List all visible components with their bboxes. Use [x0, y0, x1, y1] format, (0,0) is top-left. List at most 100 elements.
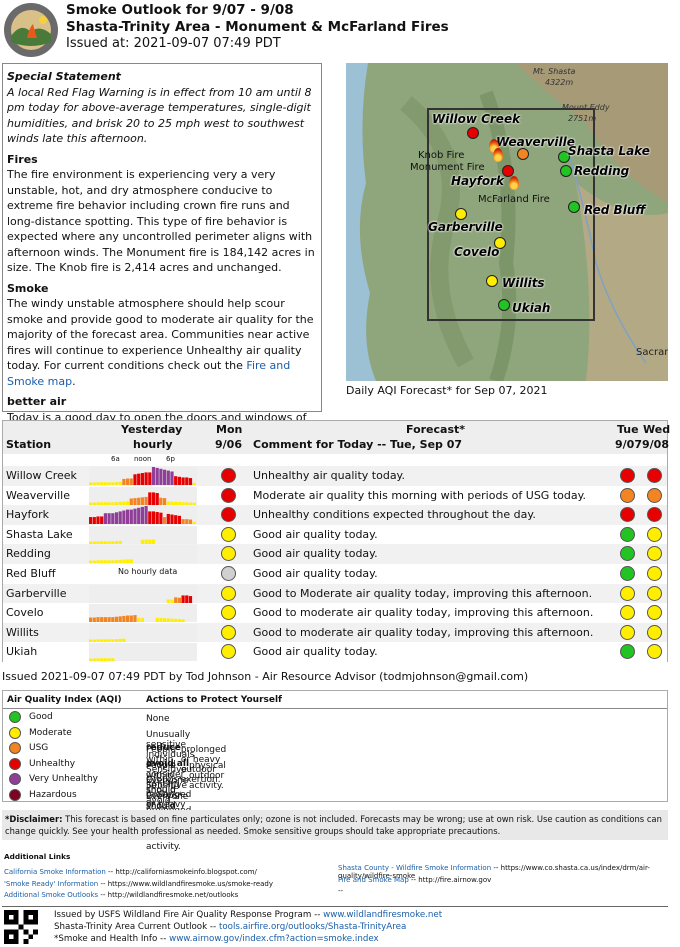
hourly-bar [89, 541, 93, 544]
hourly-bar [151, 491, 156, 505]
hourly-bar [111, 513, 115, 525]
tick-6p: 6p [166, 455, 175, 463]
link-item: 'Smoke Ready' Information -- https://www… [4, 880, 334, 892]
hourly-bar [92, 658, 96, 662]
hourly-bar [111, 639, 115, 642]
map-station-marker[interactable] [455, 208, 467, 220]
aqi-action-pre: None [146, 714, 170, 724]
hourly-bar [114, 482, 119, 485]
link-name[interactable]: Fire and Smoke Map [338, 875, 409, 884]
fire-icon [493, 148, 503, 162]
map-station-marker[interactable] [568, 201, 580, 213]
forecast-comment: Good to Moderate air quality today, impr… [253, 586, 593, 600]
map-fire-label-mcfarland: McFarland Fire [478, 194, 550, 205]
hourly-sparkline [89, 467, 197, 485]
hdr-tue: Tue [617, 423, 639, 436]
hourly-bar [122, 510, 126, 525]
disclaimer-text: This forecast is based on fine particula… [5, 814, 662, 836]
issued-by: Issued 2021-09-07 07:49 PDT by Tod Johns… [2, 670, 529, 683]
hourly-bar [89, 482, 93, 485]
station-name: Shasta Lake [6, 527, 73, 541]
aqi-category: Hazardous [29, 789, 77, 800]
table-row: Ukiah Good air quality today. [3, 642, 667, 662]
tick-noon: noon [134, 455, 152, 463]
hourly-bar [133, 474, 137, 485]
hourly-sparkline [89, 643, 197, 662]
hourly-bar [100, 482, 104, 485]
hourly-bar [103, 482, 107, 485]
mon-aqi-dot [221, 546, 236, 562]
hdr-yesterday: Yesterday [121, 423, 183, 436]
map-station-marker[interactable] [517, 148, 529, 160]
mon-aqi-dot [221, 566, 236, 581]
link-url: -- http://wildlandfiresmoke.net/outlooks [98, 891, 239, 900]
map-station-marker[interactable] [486, 275, 498, 287]
link-name[interactable]: California Smoke Information [4, 868, 106, 876]
station-name: Ukiah [6, 645, 38, 659]
link-name[interactable]: Shasta County - Wildfire Smoke Informati… [338, 864, 492, 872]
link-name[interactable]: Additional Smoke Outlooks [4, 891, 99, 900]
hourly-bar [103, 560, 107, 564]
aqi-map[interactable]: Mt. Shasta 4322m Mount Eddy 2751m Willow… [346, 63, 668, 381]
link-item: Additional Smoke Outlooks -- http://wild… [4, 891, 334, 903]
map-station-marker[interactable] [502, 165, 514, 177]
wed-aqi-dot [647, 487, 662, 503]
tue-aqi-dot [620, 624, 635, 640]
map-station-marker[interactable] [560, 165, 572, 177]
hourly-bar [107, 617, 111, 623]
airnow-smoke-link[interactable]: www.airnow.gov/index.cfm?action=smoke.in… [169, 934, 379, 944]
wed-aqi-dot [647, 644, 662, 660]
hourly-bar [111, 541, 115, 544]
hourly-bar [89, 658, 93, 662]
hourly-bar [159, 512, 163, 525]
hourly-bar [177, 476, 181, 485]
hourly-bar [118, 616, 122, 623]
map-station-marker[interactable] [467, 127, 479, 139]
link-item: Shasta County - Wildfire Smoke Informati… [338, 864, 668, 880]
hourly-bar [166, 470, 170, 485]
hourly-bar [170, 618, 174, 623]
fires-title: Fires [7, 152, 38, 166]
hdr-station: Station [6, 438, 52, 451]
current-outlook-link[interactable]: tools.airfire.org/outlooks/Shasta-Trinit… [218, 922, 407, 932]
wildlandfiresmoke-link[interactable]: www.wildlandfiresmoke.net [323, 910, 443, 920]
aqi-legend-row: Good None [3, 710, 667, 726]
hourly-bar [166, 598, 170, 603]
hourly-bar [114, 540, 119, 544]
qr-code-icon [4, 910, 38, 944]
mon-aqi-dot [221, 624, 236, 640]
map-station-marker[interactable] [498, 299, 510, 311]
aqi-color-dot [9, 788, 21, 801]
aqi-category: Moderate [29, 727, 72, 738]
hourly-bar [155, 492, 159, 505]
link-name[interactable]: 'Smoke Ready' Information [4, 879, 99, 888]
hourly-bar [96, 639, 100, 642]
hourly-bar [140, 473, 144, 485]
hourly-bar [103, 617, 107, 623]
fire-smoke-map-link[interactable]: Fire and Smoke map [7, 359, 291, 388]
hourly-bar [111, 617, 115, 623]
map-station-label: Red Bluff [584, 203, 646, 217]
hourly-bar [155, 617, 159, 623]
hourly-bar [122, 560, 126, 564]
link-item: -- [338, 887, 668, 899]
table-row: Willits Good to moderate air quality toda… [3, 622, 667, 643]
hourly-bar [192, 521, 196, 525]
station-name: Willow Creek [6, 469, 77, 482]
wed-aqi-dot [647, 585, 662, 601]
aqi-category: Good [29, 712, 53, 722]
hourly-sparkline [89, 486, 197, 505]
map-station-marker[interactable] [494, 237, 506, 249]
link-url: -- http://fire.airnow.gov [408, 875, 492, 884]
tue-aqi-dot [620, 526, 635, 542]
mon-aqi-dot [221, 468, 236, 483]
footer-line-3: *Smoke and Health Info -- www.airnow.gov… [54, 934, 379, 944]
wed-aqi-dot [647, 468, 662, 483]
hourly-bar [100, 617, 104, 623]
hourly-bar [133, 497, 137, 505]
map-station-marker[interactable] [558, 151, 570, 163]
hourly-bar [159, 497, 163, 505]
hourly-bar [159, 618, 163, 623]
hourly-bar [192, 482, 196, 485]
aqi-action: People within Sensitive Groups* should a… [146, 759, 226, 811]
